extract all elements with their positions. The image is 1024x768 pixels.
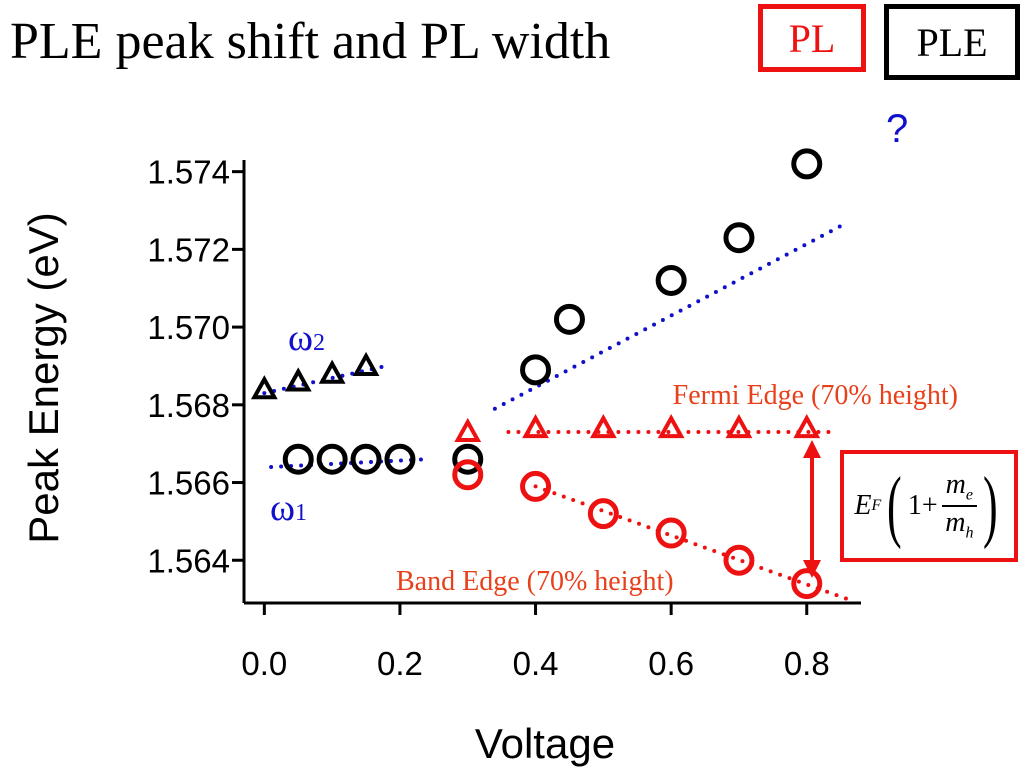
circle-marker [587, 498, 619, 530]
x-tick-label: 0.8 [784, 645, 830, 682]
circle-marker [384, 443, 416, 475]
circle-marker [655, 264, 687, 296]
triangle-marker [522, 414, 549, 439]
fit-line [262, 363, 389, 396]
slide-title: PLE peak shift and PL width [10, 13, 611, 70]
data-points [250, 148, 823, 600]
x-tick-label: 0.4 [513, 645, 559, 682]
triangle-marker [250, 375, 278, 400]
x-tick-label: 0.0 [241, 645, 287, 682]
triangle-marker [793, 414, 821, 439]
question-mark: ? [886, 107, 908, 151]
y-tick-label: 1.574 [147, 154, 230, 191]
y-axis-title: Peak Energy (eV) [20, 212, 67, 544]
triangle-marker [352, 351, 380, 376]
pl-legend-box: PL [758, 4, 866, 72]
triangle-marker [284, 367, 312, 392]
circle-marker [452, 443, 484, 475]
triangle-marker [589, 414, 617, 439]
x-tick-label: 0.2 [377, 645, 423, 682]
circle-marker [553, 303, 585, 335]
triangle-marker [454, 417, 482, 443]
x-tick-label: 0.6 [648, 645, 694, 682]
x-axis-title: Voltage [475, 720, 615, 767]
axes: 1.564 1.566 1.568 1.570 1.572 1.574 0.0 0.2 0.4 0… [147, 154, 861, 682]
circle-marker [282, 443, 314, 475]
circle-marker [452, 459, 484, 491]
y-tick-label: 1.566 [147, 465, 230, 502]
circle-marker [791, 148, 823, 180]
pl-legend-label: PL [788, 15, 836, 61]
y-tick-label: 1.572 [147, 231, 230, 268]
omega2-label: ω2 [288, 317, 325, 359]
circle-marker [723, 544, 755, 576]
circle-marker [350, 443, 382, 475]
y-tick-label: 1.564 [147, 542, 230, 579]
circle-marker [655, 517, 687, 549]
circle-marker [520, 470, 552, 502]
omega1-label: ω1 [270, 487, 307, 529]
fit-line [269, 457, 430, 469]
band-edge-label: Band Edge (70% height) [396, 566, 674, 597]
y-tick-label: 1.568 [147, 387, 230, 424]
triangle-marker [657, 414, 685, 439]
triangle-marker [725, 414, 753, 439]
fit-lines [262, 224, 850, 602]
y-tick-label: 1.570 [147, 309, 230, 346]
circle-marker [520, 354, 552, 386]
triangle-marker [318, 359, 346, 384]
width-arrow [803, 440, 821, 578]
ple-legend-box: PLE [884, 4, 1020, 80]
ple-legend-label: PLE [916, 19, 988, 65]
circle-marker [723, 222, 755, 254]
circle-marker [791, 568, 823, 600]
circle-marker [316, 443, 348, 475]
fermi-edge-label: Fermi Edge (70% height) [673, 380, 958, 411]
